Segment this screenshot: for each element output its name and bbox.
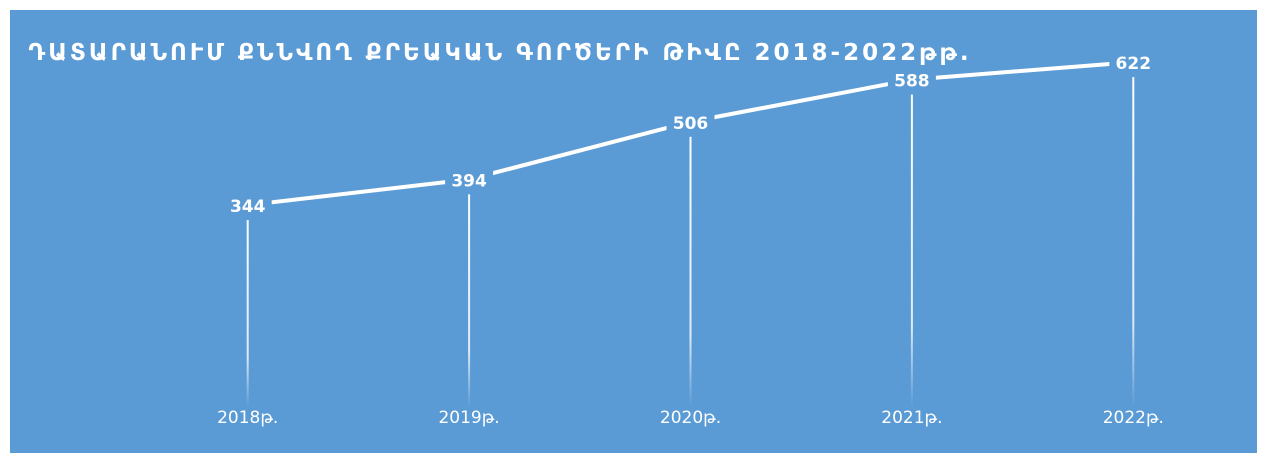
data-label-background: [445, 166, 494, 195]
data-label-background: [223, 192, 272, 221]
data-label: 622: [1116, 54, 1152, 74]
drop-line: [246, 205, 249, 407]
x-tick-label: 2018թ.: [217, 408, 278, 428]
data-label: 344: [230, 197, 266, 217]
drop-line: [910, 79, 913, 407]
x-tick-label: 2022թ.: [1103, 408, 1164, 428]
drop-line: [1132, 62, 1135, 407]
drop-line: [689, 121, 692, 408]
data-label-background: [1109, 49, 1158, 78]
data-label-background: [666, 108, 715, 137]
x-tick-label: 2019թ.: [438, 408, 499, 428]
data-label: 506: [673, 114, 709, 134]
drop-line: [468, 179, 471, 407]
data-label: 394: [451, 171, 487, 191]
data-label-background: [887, 66, 936, 95]
x-tick-label: 2020թ.: [660, 408, 721, 428]
chart-background: [10, 10, 1257, 453]
chart-title: ԴԱՏԱՐԱՆՈՒՄ ՔՆՆՎՈՂ ՔՐԵԱԿԱՆ ԳՈՐԾԵՐԻ ԹԻՎԸ 2…: [28, 40, 972, 66]
data-label: 588: [894, 72, 930, 92]
x-tick-label: 2021թ.: [881, 408, 942, 428]
